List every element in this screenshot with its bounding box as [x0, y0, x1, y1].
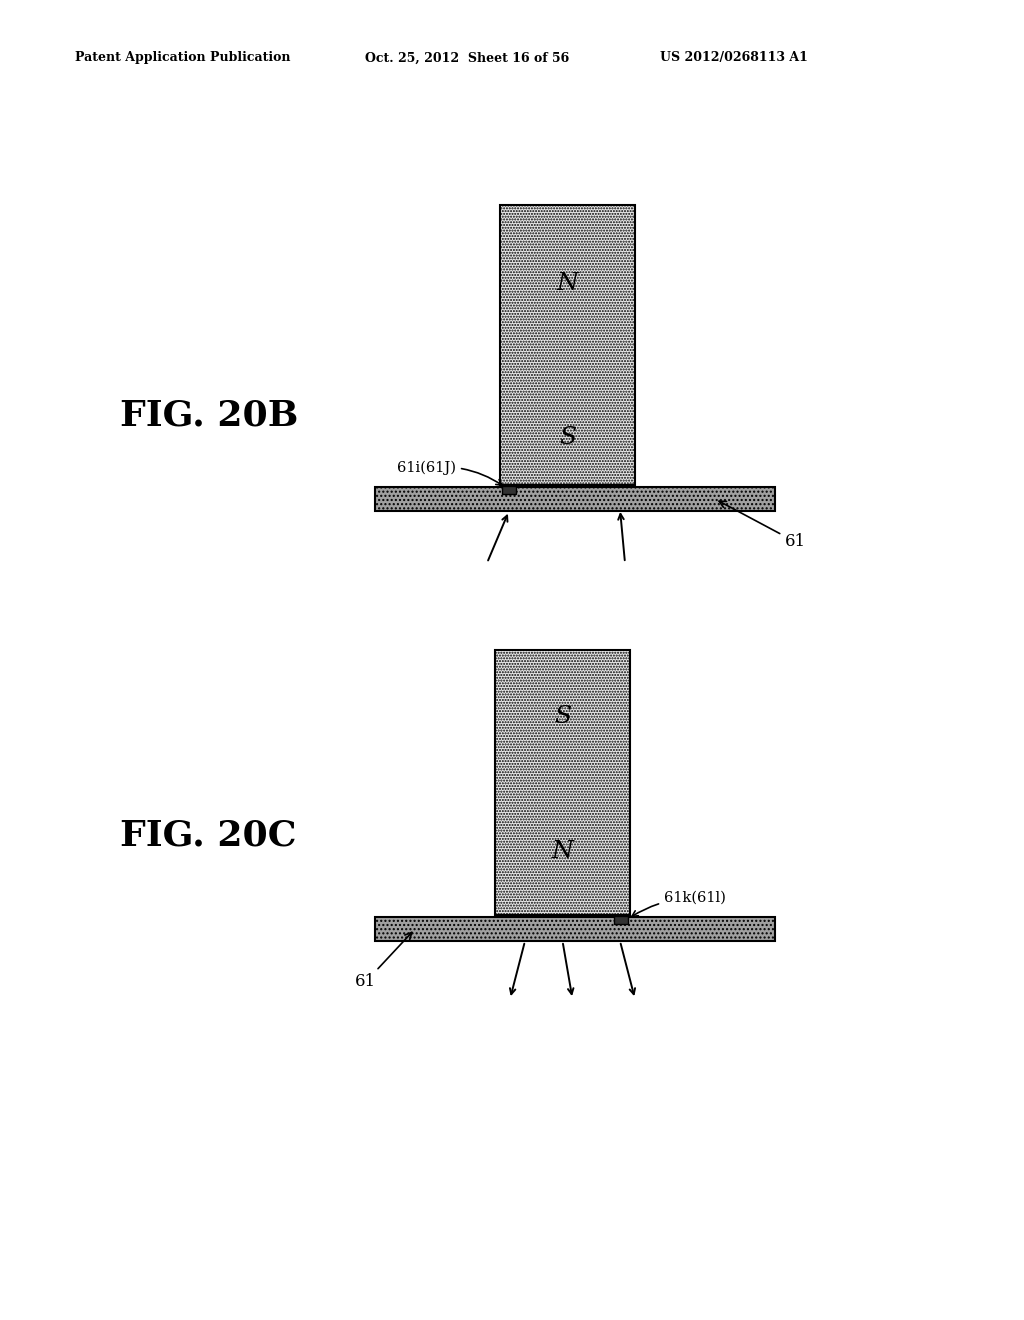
Text: US 2012/0268113 A1: US 2012/0268113 A1 [660, 51, 808, 65]
Text: 61: 61 [719, 502, 806, 550]
Bar [502, 486, 516, 494]
Text: S: S [554, 705, 571, 727]
Text: FIG. 20B: FIG. 20B [120, 399, 298, 432]
Bar [614, 916, 628, 924]
Text: S: S [559, 426, 577, 449]
Text: Oct. 25, 2012  Sheet 16 of 56: Oct. 25, 2012 Sheet 16 of 56 [365, 51, 569, 65]
Bar [375, 487, 775, 511]
Bar [495, 649, 630, 915]
Text: 61i(61J): 61i(61J) [397, 461, 502, 486]
Bar [500, 205, 635, 484]
Text: N: N [557, 272, 579, 294]
Text: FIG. 20C: FIG. 20C [120, 818, 297, 851]
Text: Patent Application Publication: Patent Application Publication [75, 51, 291, 65]
Text: 61: 61 [355, 932, 412, 990]
Text: 61k(61l): 61k(61l) [632, 891, 726, 916]
Bar [375, 917, 775, 941]
Text: N: N [552, 840, 573, 863]
